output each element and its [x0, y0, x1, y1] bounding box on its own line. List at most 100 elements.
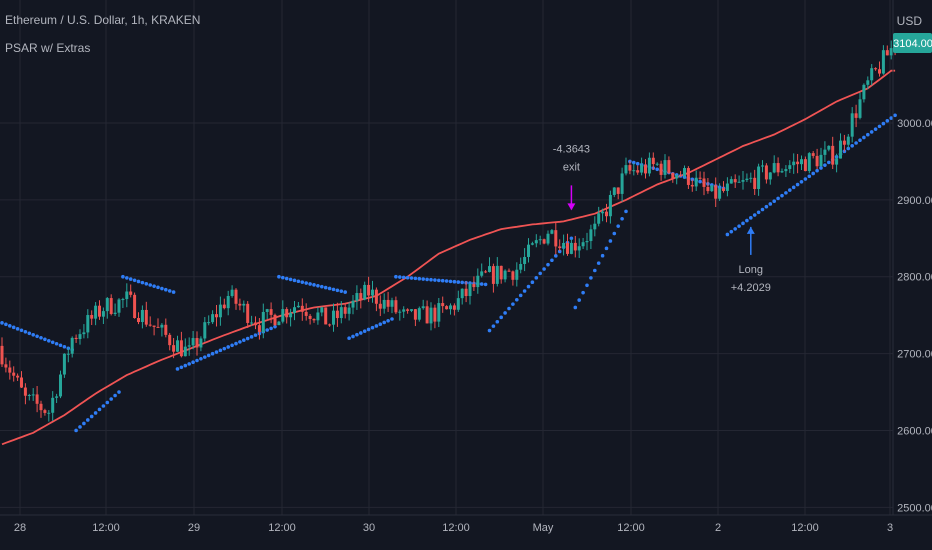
- candle-body: [620, 173, 624, 194]
- candle: [152, 325, 156, 336]
- symbol-title[interactable]: Ethereum / U.S. Dollar, 1h, KRAKEN: [5, 13, 201, 27]
- candle: [460, 288, 464, 305]
- psar-dot: [50, 340, 55, 345]
- candle: [332, 303, 335, 332]
- candle-body: [686, 168, 690, 185]
- candle: [644, 159, 647, 179]
- psar-dot: [269, 326, 273, 331]
- psar-dot: [581, 290, 585, 295]
- candle: [640, 157, 644, 176]
- psar-dot: [214, 350, 219, 354]
- time-tick-label: 12:00: [617, 522, 645, 534]
- candle: [616, 187, 620, 200]
- psar-dot: [89, 414, 94, 419]
- candle: [82, 324, 86, 339]
- candle: [328, 323, 332, 327]
- candle-body: [870, 68, 874, 81]
- candle-body: [722, 188, 725, 191]
- psar-dot: [93, 411, 98, 415]
- candle: [702, 171, 706, 196]
- candle: [515, 262, 519, 287]
- candle: [355, 285, 359, 310]
- candle-body: [784, 169, 788, 172]
- psar-dot: [429, 277, 433, 282]
- candle-body: [636, 170, 640, 173]
- psar-dot: [487, 328, 492, 333]
- exit-annotation[interactable]: -4.3643 exit: [553, 143, 590, 211]
- psar-dot: [495, 319, 500, 324]
- candle: [484, 269, 488, 274]
- psar-dot: [374, 324, 379, 328]
- price-axis[interactable]: 3000.00 2900.00 2800.00 2700.00 2600.00 2500.…: [892, 0, 932, 515]
- psar-dot: [35, 334, 39, 339]
- psar-dot: [405, 275, 410, 280]
- candle: [207, 315, 211, 326]
- candle: [4, 357, 8, 373]
- psar-dot: [433, 278, 437, 282]
- candle-body: [589, 229, 593, 242]
- candle: [160, 323, 164, 337]
- psar-dot: [803, 177, 808, 181]
- candle-body: [468, 283, 472, 297]
- candle-body: [558, 246, 562, 249]
- candle-body: [51, 397, 55, 413]
- candle: [335, 302, 339, 327]
- candle: [866, 76, 870, 90]
- candle-body: [316, 312, 320, 321]
- candle-body: [835, 158, 839, 165]
- psar-dot: [97, 407, 102, 412]
- candle: [70, 336, 74, 358]
- long-annotation[interactable]: Long +4.2029: [731, 226, 771, 294]
- candle-body: [550, 230, 554, 234]
- candle-body: [183, 346, 187, 357]
- psar-dot: [554, 254, 558, 258]
- candle-body: [866, 80, 870, 85]
- candle: [753, 169, 757, 196]
- candle-body: [616, 187, 620, 194]
- psar-dot: [343, 290, 348, 294]
- candle: [226, 290, 230, 316]
- candle: [351, 294, 355, 315]
- candle: [581, 237, 585, 250]
- currency-label[interactable]: USD: [896, 14, 922, 28]
- candle: [261, 303, 265, 339]
- candle: [413, 308, 417, 327]
- candle-body: [82, 332, 86, 335]
- candle: [296, 301, 300, 308]
- candle: [628, 160, 632, 175]
- candle-body: [776, 163, 780, 173]
- candle-body: [577, 246, 581, 251]
- candle-body: [398, 311, 402, 313]
- psar-dot: [359, 331, 363, 335]
- psar-dot: [491, 324, 496, 328]
- candle: [585, 232, 589, 251]
- candle-body: [406, 309, 410, 311]
- candle-body: [4, 364, 8, 368]
- candle: [714, 177, 718, 207]
- time-axis[interactable]: 28 12:00 29 12:00 30 12:00 May 12:00 2 12:00 3: [0, 514, 932, 534]
- candle: [870, 64, 874, 86]
- candle-body: [257, 325, 261, 332]
- candle-body: [152, 325, 156, 327]
- psar-dot: [121, 274, 125, 279]
- candle: [671, 172, 675, 183]
- candle: [343, 303, 347, 319]
- candle-body: [745, 178, 749, 181]
- candle: [359, 288, 363, 309]
- candle-body: [70, 337, 74, 354]
- candle-body: [702, 178, 706, 187]
- psar-dot: [522, 289, 527, 293]
- candle: [191, 330, 195, 350]
- psar-dot: [421, 277, 426, 281]
- candle: [156, 318, 160, 328]
- indicator-name[interactable]: PSAR w/ Extras: [5, 41, 91, 55]
- candle-body: [207, 322, 211, 324]
- candle-body: [757, 166, 761, 189]
- candle: [862, 83, 866, 103]
- psar-dot: [335, 288, 340, 293]
- psar-dot: [550, 258, 554, 263]
- candle-body: [31, 394, 35, 396]
- candle: [683, 165, 686, 179]
- candle-body: [43, 410, 47, 413]
